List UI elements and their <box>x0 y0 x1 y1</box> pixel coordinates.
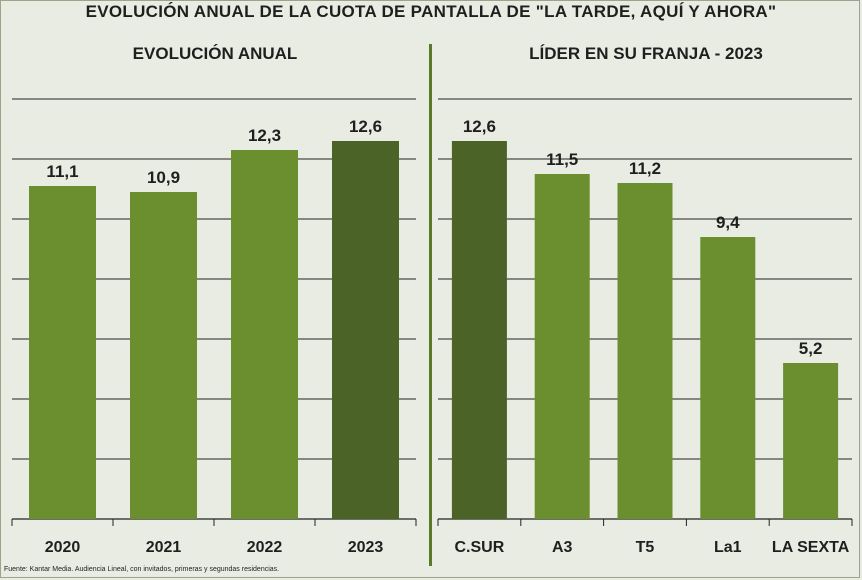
right-panel-title: LÍDER EN SU FRANJA - 2023 <box>529 44 763 63</box>
x-tick-label: A3 <box>552 539 573 556</box>
x-tick-label: 2023 <box>348 539 384 556</box>
bar <box>534 174 590 519</box>
data-label: 11,2 <box>629 159 661 178</box>
left-panel-title: EVOLUCIÓN ANUAL <box>132 44 298 63</box>
bar <box>451 141 507 519</box>
panel-divider <box>429 44 432 566</box>
x-tick-label: 2020 <box>45 539 81 556</box>
bar <box>332 141 399 519</box>
source-note: Fuente: Kantar Media. Audiencia Lineal, … <box>4 566 280 573</box>
bar <box>783 363 839 519</box>
bar <box>700 237 756 519</box>
bar <box>29 186 96 519</box>
data-label: 11,1 <box>46 162 78 181</box>
data-label: 12,3 <box>248 126 281 145</box>
data-label: 5,2 <box>799 339 823 358</box>
bar <box>231 150 298 519</box>
bar <box>617 183 673 519</box>
data-label: 12,6 <box>349 117 382 136</box>
data-label: 12,6 <box>463 117 496 136</box>
data-label: 11,5 <box>546 150 578 169</box>
x-tick-label: La1 <box>714 539 742 556</box>
bar <box>130 192 197 519</box>
x-tick-label: 2022 <box>247 539 283 556</box>
x-tick-label: C.SUR <box>455 539 505 556</box>
x-tick-label: T5 <box>636 539 655 556</box>
data-label: 9,4 <box>716 213 740 232</box>
x-tick-label: LA SEXTA <box>772 539 850 556</box>
data-label: 10,9 <box>147 168 180 187</box>
x-tick-label: 2021 <box>146 539 182 556</box>
chart-main-title: EVOLUCIÓN ANUAL DE LA CUOTA DE PANTALLA … <box>85 2 777 21</box>
